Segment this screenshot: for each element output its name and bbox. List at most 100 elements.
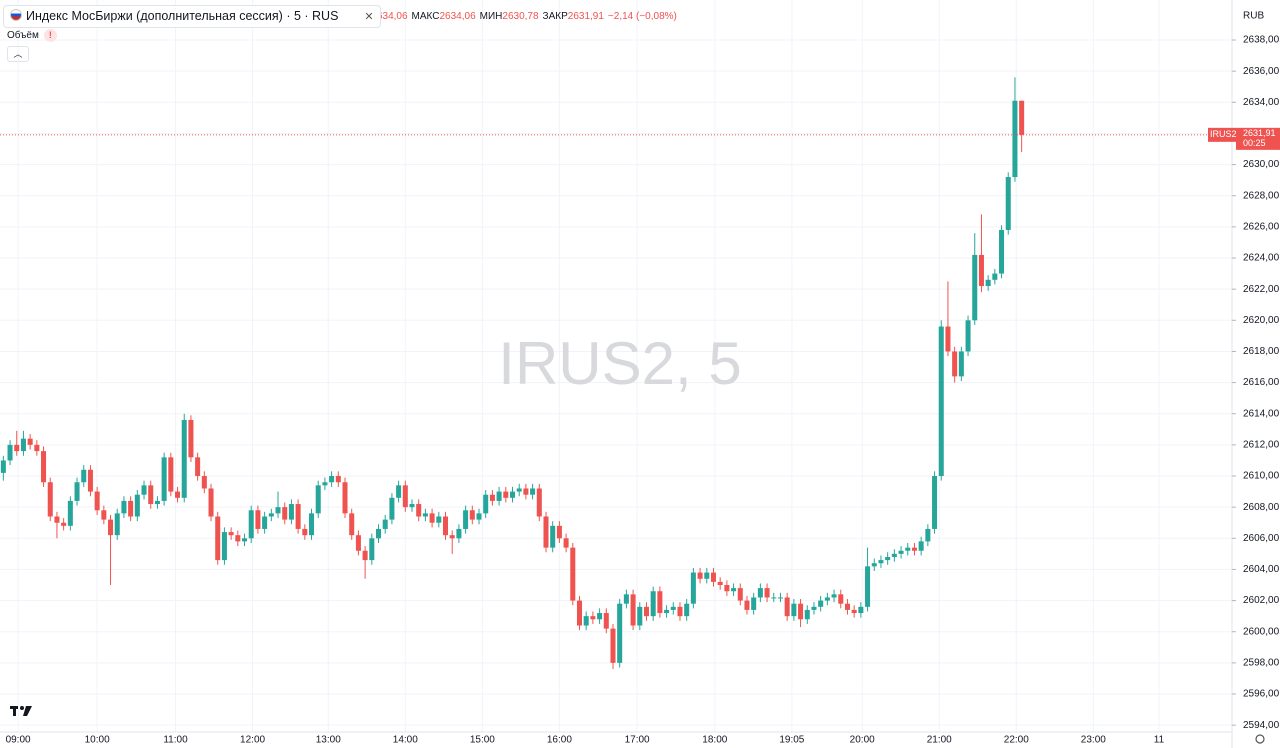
warning-icon[interactable]: ! xyxy=(43,29,57,42)
candle-body xyxy=(101,510,107,520)
candle-body xyxy=(0,460,6,473)
candle-body xyxy=(168,457,174,492)
candle-body xyxy=(677,606,683,617)
candle-body xyxy=(27,438,33,445)
candle-body xyxy=(637,606,643,626)
y-tick-label: 2602,00 xyxy=(1243,595,1280,606)
x-tick-label: 21:00 xyxy=(927,735,952,746)
close-icon[interactable]: ✕ xyxy=(364,11,374,23)
change: −2,14 (−0,08%) xyxy=(607,11,677,22)
candle-body xyxy=(262,516,268,529)
candle-body xyxy=(945,326,951,352)
collapse-button[interactable]: ︿ xyxy=(7,46,29,62)
x-tick-label: 19:05 xyxy=(779,735,804,746)
y-tick-label: 2630,00 xyxy=(1243,159,1280,170)
candle-body xyxy=(61,522,67,526)
candle-body xyxy=(530,488,536,495)
candle-body xyxy=(965,320,971,352)
y-tick-label: 2606,00 xyxy=(1243,533,1280,544)
candle-body xyxy=(208,488,214,517)
candle-body xyxy=(556,525,562,539)
candle-body xyxy=(972,254,978,321)
candle-body xyxy=(999,229,1005,274)
candle-body xyxy=(409,504,415,508)
y-tick-label: 2616,00 xyxy=(1243,377,1280,388)
candle-body xyxy=(248,510,254,539)
candle-body xyxy=(108,519,114,536)
candle-body xyxy=(905,547,911,551)
price-axis-bg xyxy=(1232,0,1280,748)
candle-body xyxy=(523,488,529,495)
settings-icon[interactable] xyxy=(1255,734,1265,744)
y-tick-label: 2608,00 xyxy=(1243,502,1280,513)
candle-body xyxy=(958,351,964,377)
candle-body xyxy=(14,444,20,452)
candle-body xyxy=(449,535,455,539)
candle-body xyxy=(87,469,93,492)
flag xyxy=(10,9,22,21)
candle-body xyxy=(509,491,516,498)
y-tick-label: 2600,00 xyxy=(1243,626,1280,637)
symbol-title[interactable]: Индекс МосБиржи (дополнительная сессия) … xyxy=(3,5,381,28)
candle-body xyxy=(724,585,730,592)
candle-body xyxy=(215,516,221,561)
candle-body xyxy=(282,507,288,520)
candle-body xyxy=(322,482,328,486)
candle-body xyxy=(1019,100,1025,135)
ohlc-value: 2630,78 xyxy=(502,11,539,22)
candle-body xyxy=(844,603,850,610)
candle-body xyxy=(932,476,938,529)
y-tick-label: 2618,00 xyxy=(1243,346,1280,357)
candle-body xyxy=(268,513,274,517)
ohlc-value: 2634,06 xyxy=(439,11,476,22)
currency[interactable]: RUB xyxy=(1243,11,1264,22)
candle-body xyxy=(81,469,87,483)
candle-body xyxy=(67,500,73,526)
candle-body xyxy=(503,491,509,498)
candle-body xyxy=(603,613,609,629)
symbol-tag-label: IRUS2 xyxy=(1210,129,1237,139)
candle-body xyxy=(195,457,201,477)
price-tag xyxy=(1236,127,1280,150)
candle-body xyxy=(664,609,670,614)
candle-body xyxy=(871,563,877,567)
candle-body xyxy=(804,609,810,620)
x-tick-label: 23:00 xyxy=(1081,735,1106,746)
price-tag-label: 2631,91 xyxy=(1243,128,1276,138)
candle-body xyxy=(382,519,388,529)
candle-body xyxy=(7,444,13,461)
candle-body xyxy=(777,597,783,599)
x-tick-label: 15:00 xyxy=(470,735,495,746)
candle-body xyxy=(891,553,897,557)
candle-body xyxy=(483,494,489,514)
x-tick-label: 22:00 xyxy=(1004,735,1029,746)
candle-body xyxy=(1012,100,1018,178)
candle-body xyxy=(563,538,569,548)
candle-body xyxy=(255,510,261,529)
candle-body xyxy=(590,616,596,620)
volume-legend: Объём! xyxy=(7,29,57,42)
candle-body xyxy=(463,510,469,529)
x-tick-label: 20:00 xyxy=(850,735,875,746)
candle-body xyxy=(295,504,301,529)
candle-body xyxy=(389,497,395,520)
candle-body xyxy=(650,591,656,617)
candle-body xyxy=(41,451,47,483)
candle-body xyxy=(429,513,435,523)
candle-body xyxy=(54,516,60,523)
candle-body xyxy=(154,500,160,505)
candle-body xyxy=(422,513,428,517)
title: Индекс МосБиржи (дополнительная сессия) … xyxy=(26,9,339,23)
y-tick-label: 2624,00 xyxy=(1243,253,1280,264)
candle-body xyxy=(342,482,348,514)
candle-body xyxy=(597,613,603,620)
candle-body xyxy=(94,491,100,511)
candle-body xyxy=(402,485,408,508)
y-tick-label: 2594,00 xyxy=(1243,720,1280,731)
candle-body xyxy=(811,606,817,610)
ohlc-key: МИН xyxy=(479,11,503,22)
candle-body xyxy=(710,572,716,582)
candle-body xyxy=(925,528,931,542)
candle-body xyxy=(784,597,790,617)
candle-body xyxy=(838,594,844,604)
